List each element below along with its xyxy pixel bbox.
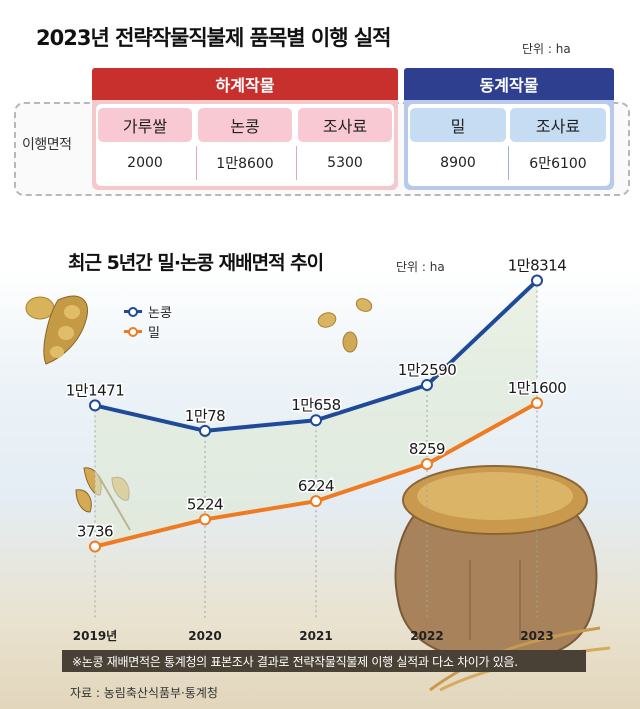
- data-label: 1만1471: [66, 381, 125, 399]
- data-point: [199, 424, 211, 437]
- footnote: ※논콩 재배면적은 통계청의 표본조사 결과로 전략작물직불제 이행 실적과 다…: [62, 650, 586, 672]
- data-point: [421, 378, 433, 391]
- divider: [196, 146, 197, 180]
- col-head-forage-summer: 조사료: [298, 108, 392, 142]
- data-point: [531, 274, 543, 287]
- legend-swatch-wheat: [124, 327, 142, 337]
- page-title: 2023년 전략작물직불제 품목별 이행 실적: [36, 26, 391, 50]
- soybean-pod-illustration: [25, 295, 88, 365]
- grain-sack-illustration: [394, 465, 598, 664]
- data-label: 6224: [298, 477, 334, 495]
- col-head-wheat: 밀: [410, 108, 506, 142]
- legend-label-soybean: 논콩: [148, 306, 172, 321]
- area-between-series: [95, 280, 537, 547]
- col-head-paddy-soybean: 논콩: [198, 108, 292, 142]
- data-label: 1만8314: [508, 257, 567, 275]
- data-point: [531, 397, 543, 410]
- data-point: [89, 399, 101, 412]
- cell-forage-summer: 5300: [327, 155, 363, 171]
- data-label: 1만1600: [508, 379, 567, 397]
- legend-item-wheat: 밀: [124, 322, 160, 341]
- x-tick-label: 2019년: [73, 629, 117, 643]
- col-head-forage-winter: 조사료: [510, 108, 606, 142]
- data-point: [89, 540, 101, 553]
- x-tick-label: 2021: [299, 629, 332, 643]
- legend-item-soybean: 논콩: [124, 302, 172, 321]
- data-label: 1만2590: [398, 361, 457, 379]
- data-label: 8259: [409, 440, 445, 458]
- data-label: 5224: [187, 495, 223, 513]
- data-point: [310, 495, 322, 508]
- data-point: [199, 513, 211, 526]
- legend-swatch-soybean: [124, 307, 142, 317]
- cell-rice-flour: 2000: [127, 155, 163, 171]
- beans-illustration: [317, 298, 373, 353]
- cell-forage-winter: 6만6100: [529, 156, 587, 172]
- cell-paddy-soybean: 1만8600: [216, 156, 274, 172]
- legend-label-wheat: 밀: [148, 326, 160, 341]
- col-head-rice-flour: 가루쌀: [98, 108, 192, 142]
- chart-unit: 단위 : ha: [396, 260, 445, 274]
- x-tick-label: 2020: [188, 629, 221, 643]
- divider: [296, 146, 297, 180]
- table-unit: 단위 : ha: [522, 42, 571, 56]
- data-label: 1만78: [185, 407, 225, 425]
- x-tick-label: 2023: [520, 629, 553, 643]
- data-point: [310, 414, 322, 427]
- divider: [508, 146, 509, 180]
- cell-wheat: 8900: [440, 155, 476, 171]
- table-row-label: 이행면적: [22, 137, 72, 153]
- data-point: [421, 458, 433, 471]
- source: 자료 : 농림축산식품부·통계청: [70, 686, 218, 700]
- chart-title: 최근 5년간 밀·논콩 재배면적 추이: [68, 252, 324, 274]
- data-label: 3736: [77, 523, 113, 541]
- x-tick-label: 2022: [410, 629, 443, 643]
- winter-crops-header: 동계작물: [404, 68, 614, 100]
- data-label: 1만658: [291, 396, 340, 414]
- summer-crops-header: 하계작물: [92, 68, 398, 100]
